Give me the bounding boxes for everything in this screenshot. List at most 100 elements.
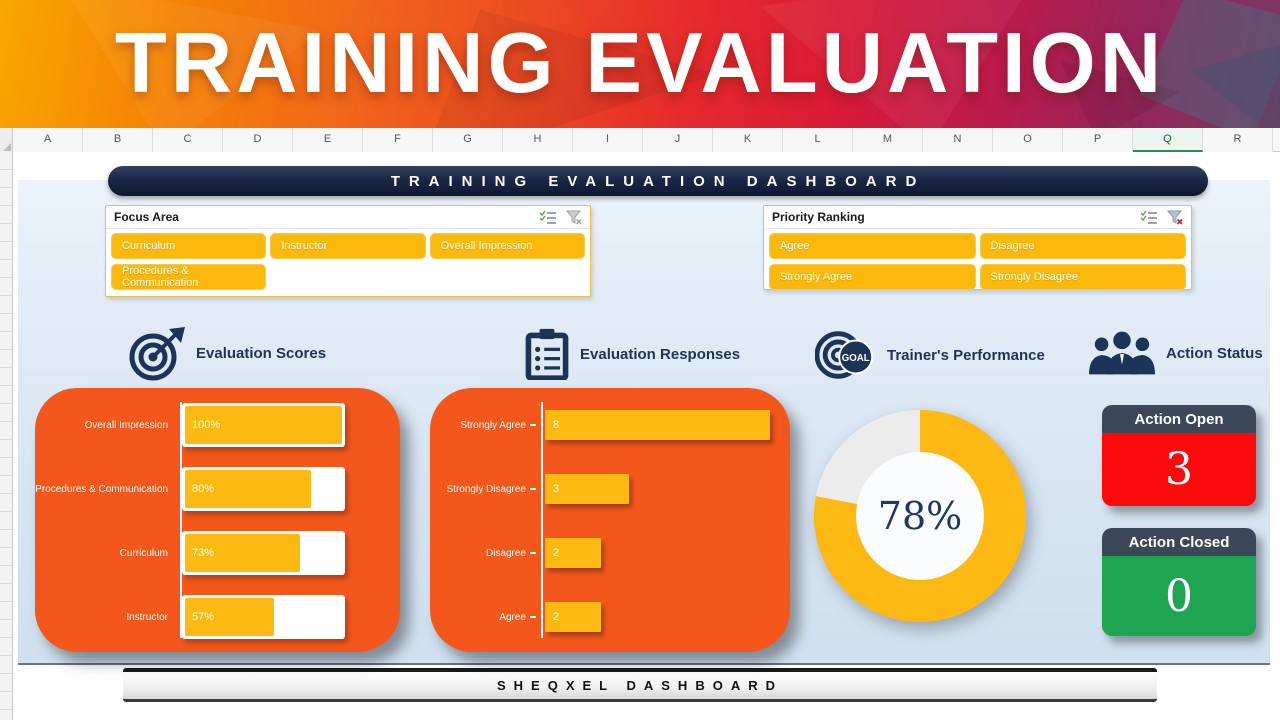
response-bar-row: Agree 2: [430, 595, 790, 639]
section-header-performance: GOAL Trainer's Performance: [815, 327, 1045, 383]
donut-percentage: 78%: [877, 494, 963, 538]
action-closed-label: Action Closed: [1102, 528, 1256, 556]
bar-category-label: Agree: [499, 611, 526, 623]
axis-tick: [530, 616, 536, 618]
section-header-responses: Evaluation Responses: [524, 328, 740, 380]
people-team-icon: [1088, 331, 1156, 375]
slicer-priority-ranking-title: Priority Ranking: [772, 210, 865, 224]
bar-value-label: 80%: [192, 483, 215, 495]
axis-tick: [530, 552, 536, 554]
section-title: Action Status: [1166, 344, 1263, 362]
score-bar-row: Procedures & Communication 80%: [35, 467, 400, 511]
clipboard-checklist-icon: [525, 328, 569, 380]
svg-text:GOAL: GOAL: [842, 353, 870, 364]
column-header-K[interactable]: K: [713, 128, 783, 152]
column-header-H[interactable]: H: [503, 128, 573, 152]
section-title: Evaluation Responses: [580, 345, 741, 363]
bar-category-label: Curriculum: [119, 547, 168, 559]
bar-fill: 100%: [185, 406, 342, 444]
section-title: Evaluation Scores: [196, 344, 327, 362]
footer-brand-bar: SHEQXEL DASHBOARD: [123, 668, 1157, 702]
bar-fill: 3: [545, 474, 630, 504]
bar-value-label: 100%: [192, 419, 221, 431]
column-header-P[interactable]: P: [1063, 128, 1133, 152]
column-header-Q[interactable]: Q: [1133, 128, 1203, 152]
goal-target-icon: GOAL: [815, 331, 874, 379]
bar-fill: 8: [545, 410, 770, 440]
response-bar-row: Strongly Agree 8: [430, 403, 790, 447]
bar-value-label: 8: [553, 419, 560, 431]
section-title: Trainer's Performance: [887, 346, 1045, 364]
column-header-A[interactable]: A: [13, 128, 83, 152]
action-closed-card: Action Closed 0: [1102, 528, 1256, 636]
bar-track: 80%: [182, 467, 345, 511]
column-header-O[interactable]: O: [993, 128, 1063, 152]
slicer-button-strongly-agree[interactable]: Strongly Agree: [769, 264, 976, 290]
column-header-M[interactable]: M: [853, 128, 923, 152]
bar-category-label: Procedures & Communication: [35, 483, 168, 495]
slicer-priority-ranking-buttons: Agree Disagree Strongly Agree Strongly Disa…: [764, 229, 1191, 294]
column-header-J[interactable]: J: [643, 128, 713, 152]
slicer-focus-area-title: Focus Area: [114, 210, 179, 224]
select-all-corner[interactable]: [0, 128, 13, 152]
column-header-F[interactable]: F: [363, 128, 433, 152]
bar-fill: 57%: [185, 598, 275, 636]
column-header-I[interactable]: I: [573, 128, 643, 152]
response-bar-row: Disagree 2: [430, 531, 790, 575]
column-header-E[interactable]: E: [293, 128, 363, 152]
section-header-actions: Action Status: [1088, 331, 1263, 375]
scores-bar-rows: Overall Impression 100% Procedures & Commu…: [35, 403, 400, 639]
bar-category-label: Overall Impression: [84, 419, 168, 431]
slicer-button-disagree[interactable]: Disagree: [979, 233, 1186, 259]
slicer-focus-area-header: Focus Area: [106, 206, 590, 229]
row-header-strip: [0, 152, 13, 720]
bar-fill: 80%: [185, 470, 311, 508]
section-header-scores: Evaluation Scores: [128, 324, 326, 382]
bar-value-label: 57%: [192, 611, 215, 623]
performance-donut-chart: 78%: [814, 410, 1026, 622]
action-open-value: 3: [1102, 433, 1256, 506]
column-header-C[interactable]: C: [153, 128, 223, 152]
column-header-L[interactable]: L: [783, 128, 853, 152]
score-bar-row: Instructor 57%: [35, 595, 400, 639]
slicer-button-instructor[interactable]: Instructor: [270, 233, 426, 259]
score-bar-row: Overall Impression 100%: [35, 403, 400, 447]
action-open-card: Action Open 3: [1102, 405, 1256, 506]
response-bar-row: Strongly Disagree 3: [430, 467, 790, 511]
column-header-B[interactable]: B: [83, 128, 153, 152]
bar-value-label: 73%: [192, 547, 215, 559]
slicer-focus-area: Focus Area Curriculum Instructor Overall I…: [105, 205, 591, 297]
slicer-button-strongly-disagree[interactable]: Strongly Disagree: [979, 264, 1186, 290]
clear-filter-icon[interactable]: [566, 210, 582, 225]
clear-filter-icon[interactable]: [1167, 210, 1183, 225]
bar-fill: 2: [545, 538, 602, 568]
column-header-R[interactable]: R: [1203, 128, 1273, 152]
column-header-N[interactable]: N: [923, 128, 993, 152]
bar-value-label: 3: [553, 483, 560, 495]
banner: TRAINING EVALUATION: [0, 0, 1280, 128]
column-header-D[interactable]: D: [223, 128, 293, 152]
slicer-button-procedures-communication[interactable]: Procedures & Communication: [111, 264, 267, 290]
slicer-button-curriculum[interactable]: Curriculum: [111, 233, 267, 259]
slicer-button-overall-impression[interactable]: Overall Impression: [429, 233, 585, 259]
column-header-G[interactable]: G: [433, 128, 503, 152]
donut-hole: 78%: [856, 452, 984, 580]
responses-bar-rows: Strongly Agree 8 Strongly Disagree 3 Disagre…: [430, 403, 790, 639]
axis-tick: [530, 424, 536, 426]
score-bar-row: Curriculum 73%: [35, 531, 400, 575]
dashboard-title: TRAINING EVALUATION DASHBOARD: [108, 166, 1208, 196]
action-open-label: Action Open: [1102, 405, 1256, 433]
evaluation-scores-chart: Overall Impression 100% Procedures & Commu…: [35, 388, 400, 652]
bar-track: 100%: [182, 403, 345, 447]
bar-category-label: Strongly Disagree: [446, 483, 526, 495]
bar-category-label: Instructor: [126, 611, 168, 623]
bar-track: 73%: [182, 531, 345, 575]
slicer-priority-ranking-header: Priority Ranking: [764, 206, 1191, 229]
evaluation-responses-chart: Strongly Agree 8 Strongly Disagree 3 Disagre…: [430, 388, 790, 652]
multi-select-icon[interactable]: [539, 210, 557, 224]
slicer-button-agree[interactable]: Agree: [769, 233, 976, 259]
multi-select-icon[interactable]: [1140, 210, 1158, 224]
bar-fill: 73%: [185, 534, 300, 572]
bar-fill: 2: [545, 602, 602, 632]
